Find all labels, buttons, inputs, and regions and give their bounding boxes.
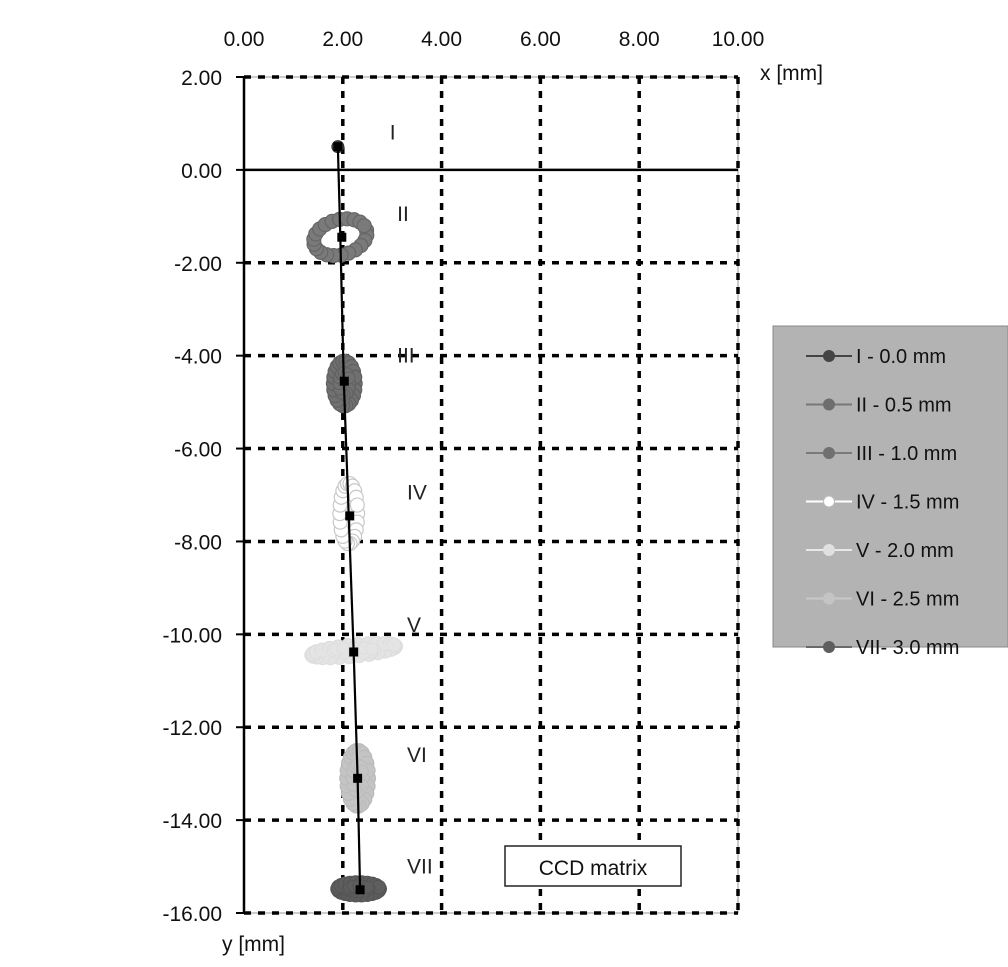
legend-marker xyxy=(823,544,835,556)
legend-item: IV - 1.5 mm xyxy=(806,492,959,514)
series-3 xyxy=(325,353,363,414)
centroid-marker xyxy=(353,773,363,783)
centroid-marker xyxy=(349,647,359,657)
legend-label: IV - 1.5 mm xyxy=(856,492,959,514)
x-axis-title: x [mm] xyxy=(760,62,823,85)
legend-item: I - 0.0 mm xyxy=(806,346,946,368)
data-point xyxy=(356,218,372,234)
legend-marker xyxy=(823,350,835,362)
annotation-label: II xyxy=(397,203,409,226)
legend-item: V - 2.0 mm xyxy=(806,540,954,562)
annotation-label: III xyxy=(397,345,415,368)
legend-item: VII- 3.0 mm xyxy=(806,637,959,659)
y-tick-label: -14.00 xyxy=(162,810,222,833)
y-tick-label: -4.00 xyxy=(174,346,222,369)
annotation-label: I xyxy=(390,122,396,145)
legend-marker xyxy=(823,592,835,605)
y-tick-label: -12.00 xyxy=(162,717,222,740)
plot-area xyxy=(243,76,739,914)
x-tick-label: 4.00 xyxy=(421,28,462,51)
ccd-matrix-label: CCD matrix xyxy=(539,857,648,880)
series-layer xyxy=(304,140,404,903)
y-tick-label: 2.00 xyxy=(181,67,222,90)
centroid-marker xyxy=(339,376,349,386)
ccd-matrix-box: CCD matrix xyxy=(504,845,682,887)
legend-label: I - 0.0 mm xyxy=(856,346,946,368)
y-tick-label: -16.00 xyxy=(162,903,222,926)
legend-marker xyxy=(823,641,835,653)
legend-label: III - 1.0 mm xyxy=(856,443,957,465)
legend-label: VI - 2.5 mm xyxy=(856,589,959,611)
legend-item: VI - 2.5 mm xyxy=(806,589,959,611)
x-tick-label: 6.00 xyxy=(520,28,561,51)
y-tick-label: -8.00 xyxy=(174,531,222,554)
centroid-marker xyxy=(355,885,365,895)
y-tick-label: -2.00 xyxy=(174,253,222,276)
tick-labels: 2.000.00-2.00-4.00-6.00-8.00-10.00-12.00… xyxy=(162,28,823,956)
y-axis-title: y [mm] xyxy=(222,933,285,956)
legend-label: VII- 3.0 mm xyxy=(856,637,959,659)
y-tick-label: -10.00 xyxy=(162,624,222,647)
legend: I - 0.0 mm II - 0.5 mm III - 1.0 mm IV - 1.… xyxy=(772,325,1008,659)
grid xyxy=(243,75,740,915)
data-point xyxy=(349,497,365,513)
axes xyxy=(236,76,738,914)
centroid-marker xyxy=(337,232,347,242)
legend-marker xyxy=(823,495,835,508)
x-tick-label: 2.00 xyxy=(322,28,363,51)
y-tick-label: 0.00 xyxy=(181,160,222,183)
y-tick-label: -6.00 xyxy=(174,439,222,462)
x-tick-label: 10.00 xyxy=(712,28,765,51)
annotation-label: VII xyxy=(407,856,433,879)
legend-item: II - 0.5 mm xyxy=(806,395,952,417)
x-tick-label: 8.00 xyxy=(619,28,660,51)
legend-marker xyxy=(823,398,835,411)
annotation-label: VI xyxy=(407,744,427,767)
legend-marker xyxy=(823,447,835,459)
centroid-marker xyxy=(345,511,355,521)
legend-label: II - 0.5 mm xyxy=(856,395,952,417)
x-tick-label: 0.00 xyxy=(224,28,265,51)
legend-label: V - 2.0 mm xyxy=(856,540,954,562)
data-point xyxy=(386,637,402,653)
legend-item: III - 1.0 mm xyxy=(806,443,957,465)
annotation-label: IV xyxy=(407,482,427,505)
centroid-marker xyxy=(333,142,343,152)
data-point xyxy=(365,642,379,656)
annotation-label: V xyxy=(407,614,421,637)
series-5 xyxy=(304,635,404,666)
